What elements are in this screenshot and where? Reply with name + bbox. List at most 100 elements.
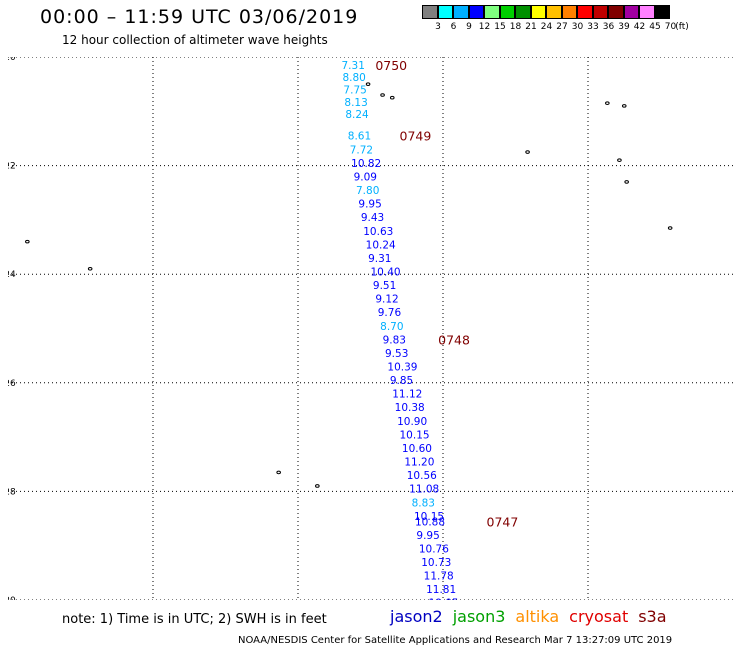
legend-swatch [468,5,484,19]
map-plot: 7.318.807.758.138.24 8.617.72 10.829.09 7.8… [8,57,733,600]
legend-swatch [484,5,500,19]
swh-value: 10.90 [397,416,427,428]
swh-value: 10.76 [419,543,449,555]
legend-label: 15 [494,22,506,32]
swh-value: 9.09 [354,171,377,183]
page-title: 00:00 – 11:59 UTC 03/06/2019 [40,6,359,28]
legend-label: 12 [478,22,491,32]
legend-label: 3 [435,22,441,32]
legend-label: 36 [602,22,615,32]
swh-value: 10.82 [351,158,381,170]
axis-labels: -150-147-144-141-138-13-20-22-24-26-28-3… [8,57,16,600]
swh-value: 9.12 [375,294,398,306]
swh-value: 7.72 [350,144,373,156]
satellite-jason3-label: jason3 [452,607,506,626]
legend-swatch [437,5,453,19]
swh-value: 8.24 [345,109,369,121]
swh-value: 10.40 [371,266,401,278]
pass-time-label: 0750 [375,58,407,73]
island-outline [380,93,385,97]
swh-value: 10.39 [387,362,417,374]
swh-value: 9.95 [358,199,381,211]
swh-value: 9.43 [361,212,384,224]
legend-swatch [530,5,546,19]
footer-credit: NOAA/NESDIS Center for Satellite Applica… [238,635,673,646]
legend-swatch [422,5,438,19]
island-outline [87,266,93,271]
legend-label: 27 [556,22,568,32]
map-grid [8,57,733,600]
swh-value: 8.13 [344,97,367,109]
swh-value: 11.20 [404,457,434,469]
y-tick-label: -20 [8,57,16,63]
satellite-altika-label: altika [515,607,560,626]
swh-value: 9.83 [383,334,406,346]
swh-value: 8.70 [380,321,403,333]
legend-swatch [654,5,670,19]
swh-value: 10.38 [395,402,425,414]
legend-swatch [546,5,562,19]
satellite-jason2-label: jason2 [390,607,443,626]
legend-label: 42 [633,22,646,32]
island-outline [276,470,281,475]
island-outline [605,101,610,105]
island-outline [617,158,622,162]
swh-value: 9.95 [416,530,439,542]
legend-label: 70 [664,22,677,32]
legend-label: 45 [649,22,661,32]
legend-swatch [608,5,624,19]
swh-value: 9.31 [368,253,391,265]
legend-unit: (ft) [675,22,689,32]
legend-swatch [515,5,531,19]
legend-label: 9 [466,22,472,32]
legend-label: 24 [540,22,553,32]
swh-value: 10.56 [407,470,437,482]
island-outline [25,239,30,244]
page-subtitle: 12 hour collection of altimeter wave hei… [62,33,328,47]
island-outlines [25,82,673,488]
swh-points: 7.318.807.758.138.24 8.617.72 10.829.09 7.8… [342,60,459,600]
color-legend [422,5,670,19]
swh-value: 7.31 [342,60,365,72]
legend-swatch [639,5,655,19]
island-outline [525,150,530,154]
island-outline [624,180,629,184]
swh-value: 7.75 [343,85,366,97]
swh-value: 10.73 [421,557,451,569]
legend-label: 18 [509,22,522,32]
pass-time-label: 0748 [438,332,470,347]
swh-value: 11.81 [426,584,456,596]
legend-swatch [499,5,515,19]
legend-swatch [453,5,469,19]
island-outline [621,104,627,108]
swh-value: 10.60 [402,443,432,455]
island-outline [667,226,673,230]
satellite-cryosat-label: cryosat [569,607,629,626]
y-tick-label: -22 [8,162,16,172]
swh-value: 9.76 [378,307,402,319]
pass-time-label: 0747 [487,514,519,529]
swh-value: 10.24 [366,239,396,251]
legend-label: 39 [618,22,630,32]
swh-value: 10.88 [415,516,445,528]
swh-value: 11.08 [409,484,439,496]
legend-swatch [561,5,577,19]
y-tick-label: -26 [8,379,16,389]
swh-value: 10.63 [363,226,393,238]
pass-time-label: 0749 [400,129,432,144]
satellite-s3a-label: s3a [638,607,667,626]
legend-label: 33 [587,22,599,32]
swh-value: 10.15 [414,511,444,523]
island-outline [365,82,371,86]
time-labels: 0750 0749 0748 0747 [375,58,518,529]
swh-value: 9.85 [390,375,413,387]
satellite-legend: jason2 jason3 altika cryosat s3a [390,607,677,626]
island-outline [315,484,320,488]
legend-swatch [577,5,593,19]
island-outline [389,95,395,100]
swh-value: 10.15 [400,429,430,441]
legend-label: 6 [450,22,457,32]
swh-value: 8.83 [412,497,435,509]
swh-value: 7.80 [356,185,379,197]
